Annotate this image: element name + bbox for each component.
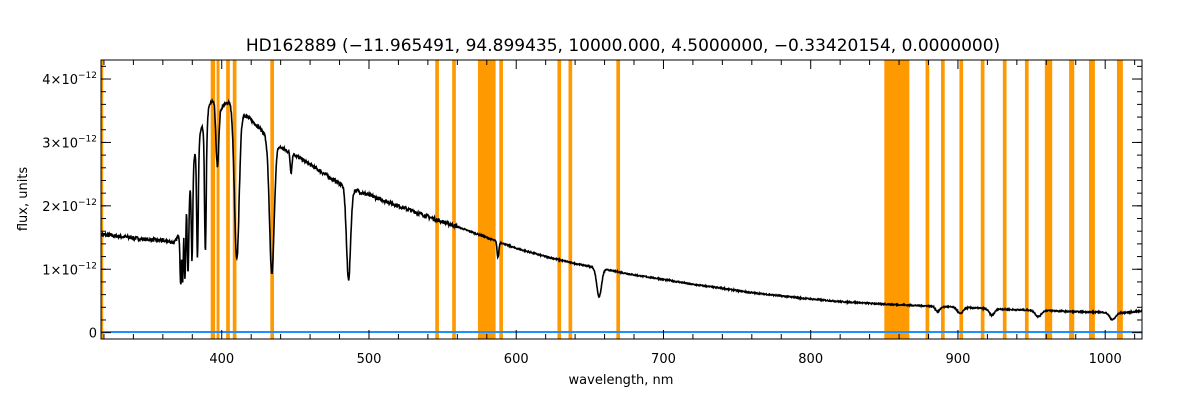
masked-region-23 <box>1116 60 1123 339</box>
masked-region-17 <box>980 60 985 339</box>
x-tick-label: 800 <box>798 352 823 367</box>
masked-region-16 <box>959 60 964 339</box>
masked-region-0 <box>101 60 104 339</box>
masked-region-6 <box>435 60 439 339</box>
masked-region-11 <box>568 60 573 339</box>
data-series <box>101 97 1142 334</box>
y-tick-label: 2×10−12 <box>42 198 97 215</box>
x-tick-label: 500 <box>357 352 382 367</box>
masked-region-20 <box>1044 60 1053 339</box>
masked-region-13 <box>884 60 910 339</box>
masked-region-10 <box>557 60 562 339</box>
masked-region-8 <box>477 60 496 339</box>
masked-region-5 <box>270 60 275 339</box>
y-tick-label: 3×10−12 <box>42 134 97 151</box>
spectrum-series-line <box>101 97 1142 321</box>
masked-region-19 <box>1024 60 1029 339</box>
x-tick-label: 400 <box>209 352 234 367</box>
masked-region-7 <box>452 60 456 339</box>
masked-region-22 <box>1088 60 1095 339</box>
y-tick-label: 4×10−12 <box>42 71 97 88</box>
y-axis-label: flux, units <box>16 167 31 232</box>
masked-regions <box>101 60 1123 339</box>
x-tick-label: 1000 <box>1089 352 1122 367</box>
masked-region-1 <box>210 60 216 339</box>
x-axis-label: wavelength, nm <box>569 373 674 388</box>
y-tick-label: 0 <box>89 327 97 342</box>
masked-region-14 <box>925 60 930 339</box>
chart-title: HD162889 (−11.965491, 94.899435, 10000.0… <box>246 36 1000 56</box>
plot-frame <box>100 59 1143 340</box>
x-tick-label: 600 <box>504 352 529 367</box>
x-tick-label: 700 <box>651 352 676 367</box>
masked-region-21 <box>1069 60 1075 339</box>
y-axis-ticks: 0 1×10−12 2×10−12 3×10−12 4×10−12 <box>42 65 1142 342</box>
x-tick-label: 900 <box>946 352 971 367</box>
y-tick-label: 1×10−12 <box>42 261 97 278</box>
masked-region-2 <box>216 60 220 339</box>
masked-region-3 <box>226 60 230 339</box>
masked-region-18 <box>1002 60 1007 339</box>
x-axis-ticks: 400 500 600 700 800 900 1000 <box>103 60 1136 367</box>
masked-region-15 <box>941 60 945 339</box>
masked-region-9 <box>499 60 503 339</box>
masked-region-12 <box>616 60 621 339</box>
